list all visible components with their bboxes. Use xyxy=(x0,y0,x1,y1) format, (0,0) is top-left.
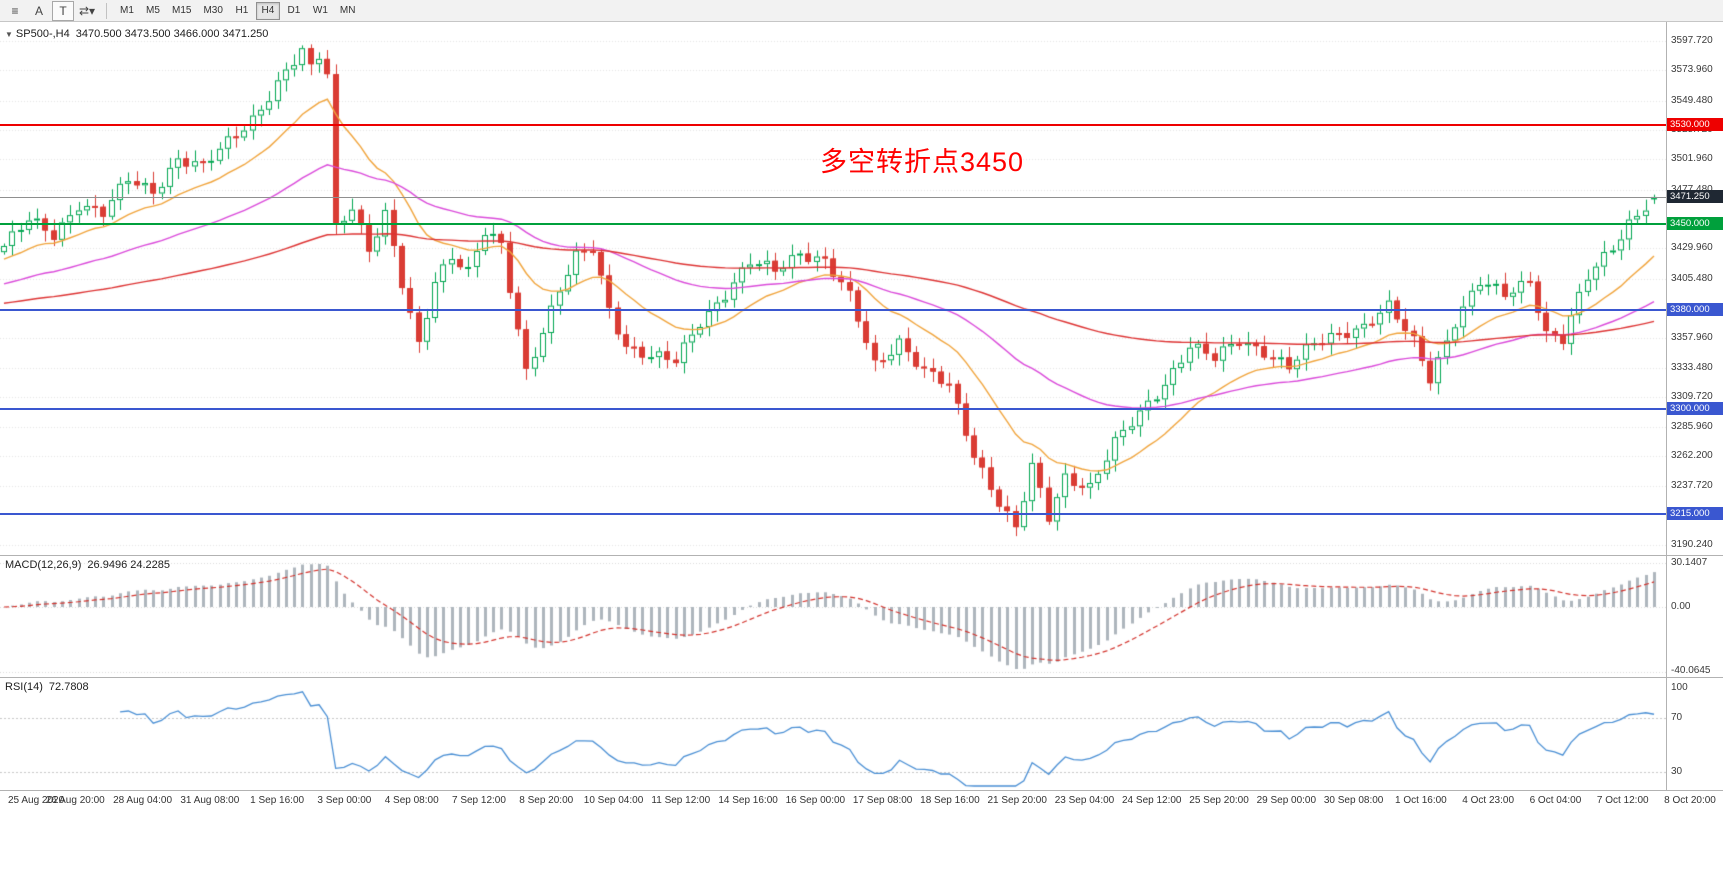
date-axis-label: 16 Sep 00:00 xyxy=(785,795,846,806)
price-level-tag: 3380.000 xyxy=(1667,303,1723,316)
timeframe-button-w1[interactable]: W1 xyxy=(308,2,333,20)
objects-list-icon[interactable]: ≡ xyxy=(11,3,19,18)
date-axis-label: 29 Sep 00:00 xyxy=(1256,795,1317,806)
date-axis-label: 8 Sep 20:00 xyxy=(519,795,574,806)
price-level-tag: 3215.000 xyxy=(1667,507,1723,520)
timeframe-button-h4[interactable]: H4 xyxy=(255,1,280,20)
date-axis-label: 14 Sep 16:00 xyxy=(718,795,778,806)
chart-area: 3597.7203573.9603549.4803525.7203501.960… xyxy=(0,22,1723,810)
price-axis-label: 3429.960 xyxy=(1671,242,1713,254)
macd-panel-canvas[interactable] xyxy=(0,556,1666,677)
rsi-axis-label: 30 xyxy=(1671,766,1683,777)
timeframe-button-m5[interactable]: M5 xyxy=(141,2,165,20)
macd-name-label: MACD(12,26,9) xyxy=(5,559,82,571)
panel-separator xyxy=(0,677,1723,678)
timeframe-button-h1[interactable]: H1 xyxy=(230,2,254,20)
date-axis-label: 4 Sep 08:00 xyxy=(384,795,439,806)
timeframe-button-m15[interactable]: M15 xyxy=(167,2,196,20)
price-axis-label: 3262.200 xyxy=(1671,449,1713,461)
horizontal-level-line[interactable] xyxy=(0,513,1666,515)
collapse-triangle-icon[interactable]: ▼ xyxy=(5,30,13,39)
date-axis-label: 23 Sep 04:00 xyxy=(1054,795,1115,806)
toolbar-separator xyxy=(106,2,107,19)
price-axis-label: 3357.960 xyxy=(1671,331,1713,343)
price-level-tag: 3530.000 xyxy=(1667,118,1723,131)
price-axis-separator xyxy=(1666,22,1667,790)
panel-separator xyxy=(0,555,1723,556)
date-axis-label: 6 Oct 04:00 xyxy=(1529,795,1582,806)
date-axis-label: 18 Sep 16:00 xyxy=(920,795,980,806)
date-axis-label: 3 Sep 00:00 xyxy=(317,795,372,806)
price-level-tag: 3300.000 xyxy=(1667,402,1723,415)
price-chart-canvas[interactable] xyxy=(0,22,1666,555)
toolbar-icons: ≡ A T ⇄▾ xyxy=(3,0,99,21)
date-axis-label: 28 Aug 04:00 xyxy=(113,795,173,806)
price-axis-label: 3333.480 xyxy=(1671,361,1713,373)
timeframe-button-m1[interactable]: M1 xyxy=(115,2,139,20)
date-axis-label: 1 Sep 16:00 xyxy=(250,795,305,806)
annotation-text[interactable]: 多空转折点3450 xyxy=(820,147,1025,177)
date-axis-label: 8 Oct 20:00 xyxy=(1664,795,1716,806)
chart-ohlc-header: ▼ SP500-,H4 3470.500 3473.500 3466.000 347… xyxy=(5,28,274,40)
rsi-axis-label: 70 xyxy=(1671,712,1683,723)
price-axis-label: 3477.480 xyxy=(1671,184,1713,195)
horizontal-level-line[interactable] xyxy=(0,408,1666,410)
current-price-line xyxy=(0,197,1666,198)
macd-axis-label: 30.1407 xyxy=(1671,557,1708,568)
macd-axis-label: -40.0645 xyxy=(1671,665,1711,676)
ohlc-values-label: 3470.500 3473.500 3466.000 3471.250 xyxy=(75,28,269,40)
price-axis-label: 3597.720 xyxy=(1671,35,1713,46)
price-axis-label: 3501.960 xyxy=(1671,153,1713,165)
scroll-shift-icon[interactable]: ⇄▾ xyxy=(78,3,96,18)
timeframe-button-d1[interactable]: D1 xyxy=(282,2,306,20)
timeframe-button-m30[interactable]: M30 xyxy=(198,2,227,20)
date-axis-label: 4 Oct 23:00 xyxy=(1462,795,1515,806)
price-axis-label: 3237.720 xyxy=(1671,480,1713,492)
date-axis-label: 26 Aug 20:00 xyxy=(45,795,105,806)
price-level-tag: 3450.000 xyxy=(1667,217,1723,230)
price-axis-label: 3285.960 xyxy=(1671,420,1713,432)
panel-separator xyxy=(0,790,1723,791)
rsi-value-label: 72.7808 xyxy=(48,681,89,693)
annotate-a-icon[interactable]: A xyxy=(34,3,43,18)
price-axis-label: 3573.960 xyxy=(1671,64,1713,76)
text-tool-icon[interactable]: T xyxy=(52,0,74,21)
horizontal-level-line[interactable] xyxy=(0,309,1666,311)
timeframe-toolbar: M1 M5 M15 M30 H1 H4 D1 W1 MN xyxy=(114,1,361,20)
date-axis-label: 21 Sep 20:00 xyxy=(987,795,1047,806)
timeframe-button-mn[interactable]: MN xyxy=(335,2,361,20)
price-axis-label: 3405.480 xyxy=(1671,272,1713,284)
date-axis-label: 25 Aug 2020 xyxy=(8,795,65,806)
date-axis-label: 17 Sep 08:00 xyxy=(852,795,913,806)
symbol-period-label: SP500-,H4 xyxy=(15,28,70,40)
rsi-axis-label: 100 xyxy=(1671,682,1688,693)
horizontal-level-line[interactable] xyxy=(0,124,1666,126)
macd-values-label: 26.9496 24.2285 xyxy=(87,559,171,571)
horizontal-level-line[interactable] xyxy=(0,223,1666,225)
macd-axis-label: 0.00 xyxy=(1671,601,1691,612)
date-axis-label: 11 Sep 12:00 xyxy=(651,795,711,806)
rsi-panel-canvas[interactable] xyxy=(0,678,1666,790)
date-axis-label: 1 Oct 16:00 xyxy=(1395,795,1447,806)
price-axis-label: 3190.240 xyxy=(1671,539,1713,550)
price-axis-label: 3309.720 xyxy=(1671,391,1713,403)
date-axis-label: 31 Aug 08:00 xyxy=(180,795,240,806)
date-axis-label: 7 Sep 12:00 xyxy=(451,795,506,806)
toolbar: ≡ A T ⇄▾ M1 M5 M15 M30 H1 H4 D1 W1 MN xyxy=(0,0,1723,22)
date-axis-label: 24 Sep 12:00 xyxy=(1122,795,1182,806)
date-axis-label: 30 Sep 08:00 xyxy=(1323,795,1384,806)
current-price-tag: 3471.250 xyxy=(1667,190,1723,203)
date-axis-label: 7 Oct 12:00 xyxy=(1596,795,1649,806)
macd-header: MACD(12,26,9) 26.9496 24.2285 xyxy=(5,559,176,571)
rsi-name-label: RSI(14) xyxy=(5,681,43,693)
rsi-header: RSI(14) 72.7808 xyxy=(5,681,95,693)
price-axis-label: 3549.480 xyxy=(1671,94,1713,106)
date-axis-label: 10 Sep 04:00 xyxy=(583,795,644,806)
date-axis-label: 25 Sep 20:00 xyxy=(1189,795,1249,806)
